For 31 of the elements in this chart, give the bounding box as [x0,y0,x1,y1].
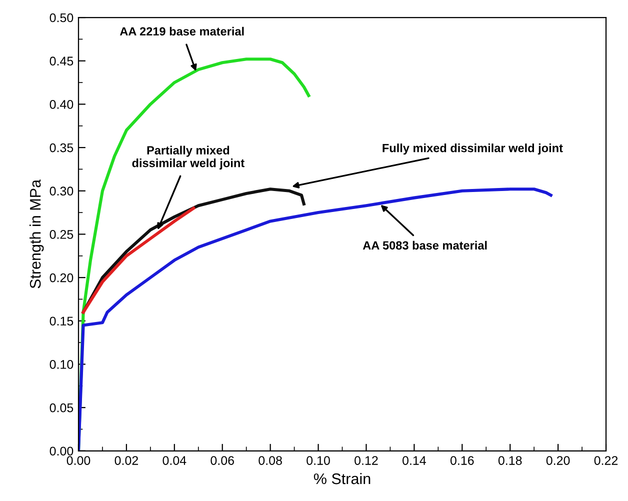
x-tick-label: 0.04 [162,456,186,465]
x-tick-label: 0.02 [114,456,138,465]
x-tick-label: 0.12 [354,456,378,465]
y-tick-label: 0.50 [50,13,74,22]
x-tick-label: 0.20 [546,456,570,465]
y-tick-label: 0.45 [50,56,74,66]
y-axis-title: Strength in MPa [30,179,44,288]
y-tick-label: 0.00 [50,446,74,456]
y-tick-label: 0.05 [50,403,74,412]
x-tick-label: 0.08 [258,456,282,465]
y-tick-label: 0.20 [50,273,74,282]
x-tick-label: 0.00 [66,456,90,465]
line-series [78,188,552,451]
annotation: Fully mixed dissimilar weld joint [382,144,563,155]
y-tick-label: 0.15 [50,316,74,326]
x-tick-label: 0.22 [594,456,618,465]
y-tick-label: 0.30 [50,186,74,196]
x-tick-label: 0.16 [450,456,474,465]
annotation: AA 5083 base material [362,240,487,250]
line-series [82,206,196,314]
x-tick-label: 0.14 [402,456,426,465]
x-tick-label: 0.06 [210,456,234,465]
annotation: AA 2219 base material [120,26,244,36]
x-tick-label: 0.10 [306,456,330,465]
y-tick-label: 0.35 [50,143,74,152]
y-tick-label: 0.25 [50,230,74,239]
annotation: Partially mixed dissimilar weld joint [132,146,244,170]
x-tick-label: 0.18 [498,456,522,465]
y-tick-label: 0.10 [50,360,74,369]
x-axis-title: % Strain [314,472,370,484]
y-tick-label: 0.40 [50,100,74,109]
